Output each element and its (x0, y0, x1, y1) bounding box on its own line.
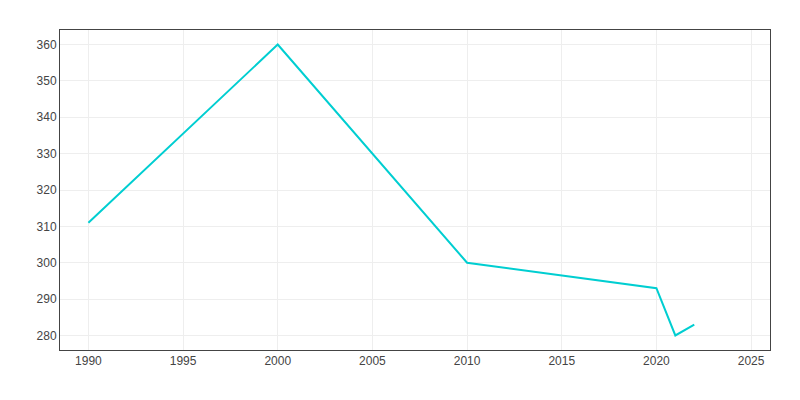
svg-text:290: 290 (37, 292, 57, 306)
svg-text:1990: 1990 (75, 354, 102, 368)
svg-text:2010: 2010 (454, 354, 481, 368)
svg-text:350: 350 (37, 74, 57, 88)
svg-text:2015: 2015 (548, 354, 575, 368)
svg-text:330: 330 (37, 147, 57, 161)
svg-text:1995: 1995 (170, 354, 197, 368)
svg-text:2000: 2000 (264, 354, 291, 368)
svg-text:2020: 2020 (643, 354, 670, 368)
svg-text:320: 320 (37, 183, 57, 197)
svg-text:340: 340 (37, 110, 57, 124)
svg-text:2005: 2005 (359, 354, 386, 368)
svg-text:360: 360 (37, 38, 57, 52)
svg-text:310: 310 (37, 220, 57, 234)
svg-text:2025: 2025 (738, 354, 765, 368)
svg-text:280: 280 (37, 329, 57, 343)
svg-text:300: 300 (37, 256, 57, 270)
